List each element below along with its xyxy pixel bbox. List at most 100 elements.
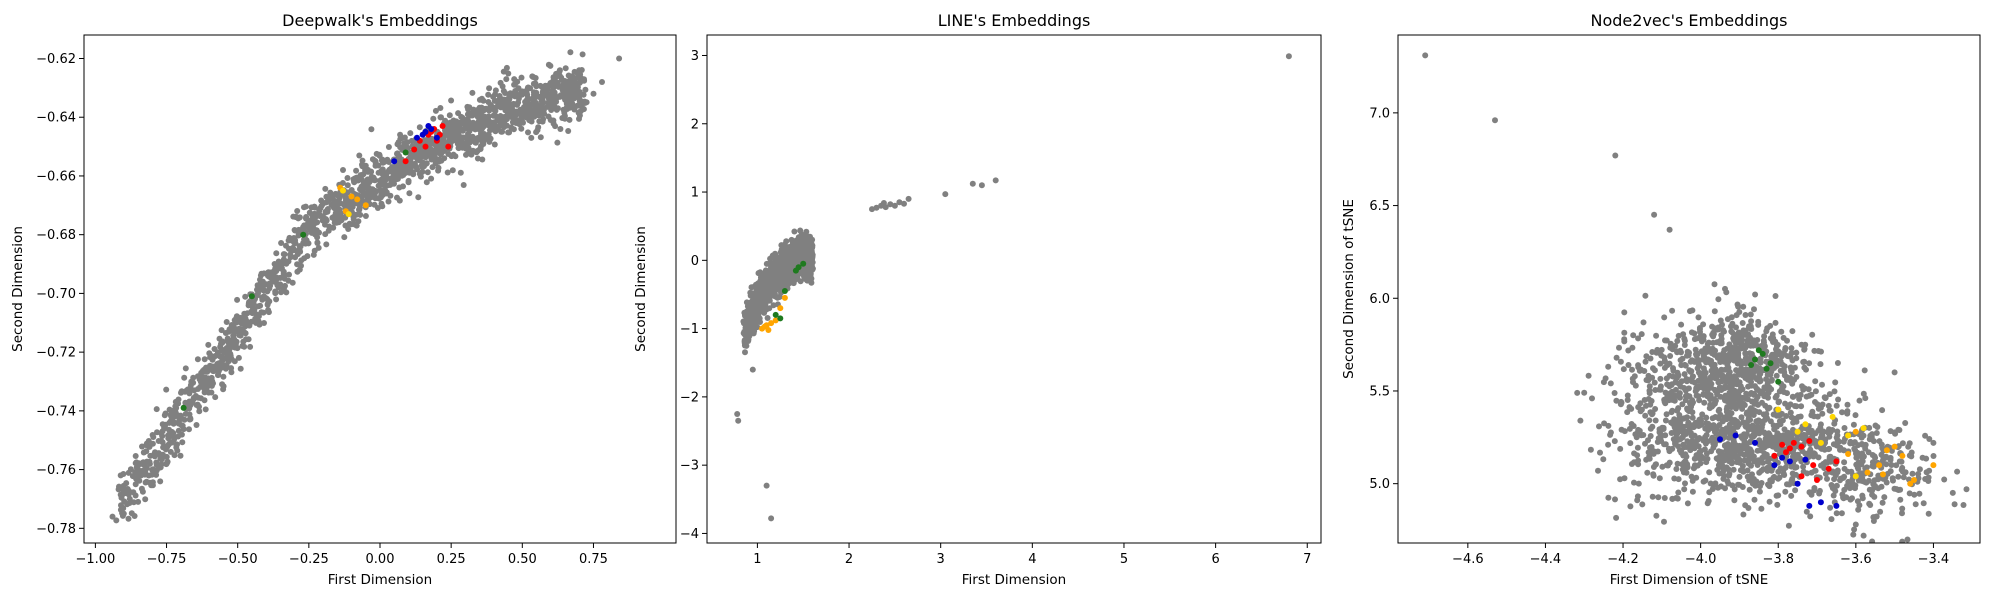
background-point xyxy=(524,115,531,121)
background-point xyxy=(1717,393,1724,400)
background-point xyxy=(1674,460,1681,467)
background-point xyxy=(292,254,299,261)
background-point xyxy=(485,91,492,98)
background-point xyxy=(1635,335,1642,342)
background-point xyxy=(781,254,788,261)
blue-point xyxy=(433,134,440,141)
background-point xyxy=(1718,483,1724,490)
background-point xyxy=(1887,454,1894,461)
background-point xyxy=(204,368,211,375)
background-point xyxy=(178,431,185,438)
background-point xyxy=(136,477,143,484)
background-point xyxy=(561,82,567,89)
background-point xyxy=(1819,410,1826,417)
background-point xyxy=(506,94,513,101)
red-point xyxy=(411,146,418,153)
background-point xyxy=(233,319,239,326)
background-point xyxy=(472,139,479,146)
yellow-point xyxy=(345,211,352,218)
background-point xyxy=(375,162,382,169)
background-point xyxy=(1675,489,1682,496)
background-point xyxy=(1808,491,1815,498)
yellow-point xyxy=(340,187,346,194)
background-point xyxy=(348,187,355,193)
background-point xyxy=(446,112,453,119)
background-point xyxy=(1812,378,1819,385)
background-point xyxy=(415,194,422,201)
background-point xyxy=(765,268,772,275)
background-point xyxy=(1677,357,1684,364)
background-point xyxy=(163,453,170,460)
background-point xyxy=(449,167,456,174)
background-point xyxy=(1813,443,1820,450)
outlier-point xyxy=(978,182,985,189)
background-point xyxy=(1916,490,1923,497)
background-point xyxy=(1595,467,1601,474)
outlier-point xyxy=(880,200,887,206)
x-tick-label: −0.50 xyxy=(218,552,258,567)
background-point xyxy=(1629,366,1635,373)
background-point xyxy=(1621,329,1628,336)
x-tick-label: −0.25 xyxy=(289,552,329,567)
background-point xyxy=(145,438,152,444)
background-point xyxy=(1803,393,1810,400)
background-point xyxy=(575,74,581,81)
background-point xyxy=(237,319,244,326)
background-point xyxy=(1866,486,1873,493)
background-point xyxy=(790,262,797,269)
background-point xyxy=(1745,452,1752,459)
background-point xyxy=(1756,388,1763,395)
background-point xyxy=(1812,388,1819,395)
background-point xyxy=(1908,449,1915,456)
background-point xyxy=(249,310,256,317)
background-point xyxy=(1625,362,1632,368)
background-point xyxy=(479,125,485,132)
background-point xyxy=(125,491,132,498)
background-point xyxy=(537,134,544,141)
background-point xyxy=(1705,391,1711,398)
background-point xyxy=(332,217,339,224)
background-point xyxy=(1639,501,1646,508)
background-point xyxy=(777,278,783,285)
background-point xyxy=(167,417,174,424)
background-point xyxy=(330,224,337,231)
background-point xyxy=(1756,488,1763,495)
background-point xyxy=(523,89,530,96)
background-point xyxy=(1733,405,1739,412)
background-point xyxy=(172,403,179,410)
background-point xyxy=(1772,319,1779,326)
background-point xyxy=(324,208,331,215)
background-point xyxy=(1695,314,1702,321)
background-point xyxy=(1877,508,1884,515)
background-point xyxy=(1646,383,1653,390)
background-point xyxy=(322,185,329,192)
background-point xyxy=(1841,459,1848,466)
background-point xyxy=(1642,412,1649,419)
background-point xyxy=(458,127,465,133)
red-point xyxy=(439,123,446,129)
green-point xyxy=(777,315,784,322)
background-point xyxy=(1698,375,1705,382)
x-tick-label: −1.00 xyxy=(75,552,115,567)
background-point xyxy=(438,157,445,164)
background-point xyxy=(1672,441,1679,447)
background-point xyxy=(1772,293,1779,299)
background-point xyxy=(191,387,198,394)
background-point xyxy=(1815,427,1822,434)
orange-point xyxy=(354,196,361,203)
background-point xyxy=(1815,454,1822,461)
background-point xyxy=(470,147,476,154)
background-point xyxy=(508,103,515,110)
background-point xyxy=(519,119,526,125)
background-point xyxy=(1801,346,1808,353)
outlier-point xyxy=(616,55,623,62)
background-point xyxy=(1711,308,1718,315)
background-point xyxy=(1757,483,1763,490)
background-point xyxy=(1722,464,1729,471)
background-point xyxy=(1888,447,1895,454)
background-point xyxy=(486,85,493,92)
background-point xyxy=(1915,471,1922,477)
background-point xyxy=(140,449,147,456)
background-point xyxy=(1773,372,1780,379)
